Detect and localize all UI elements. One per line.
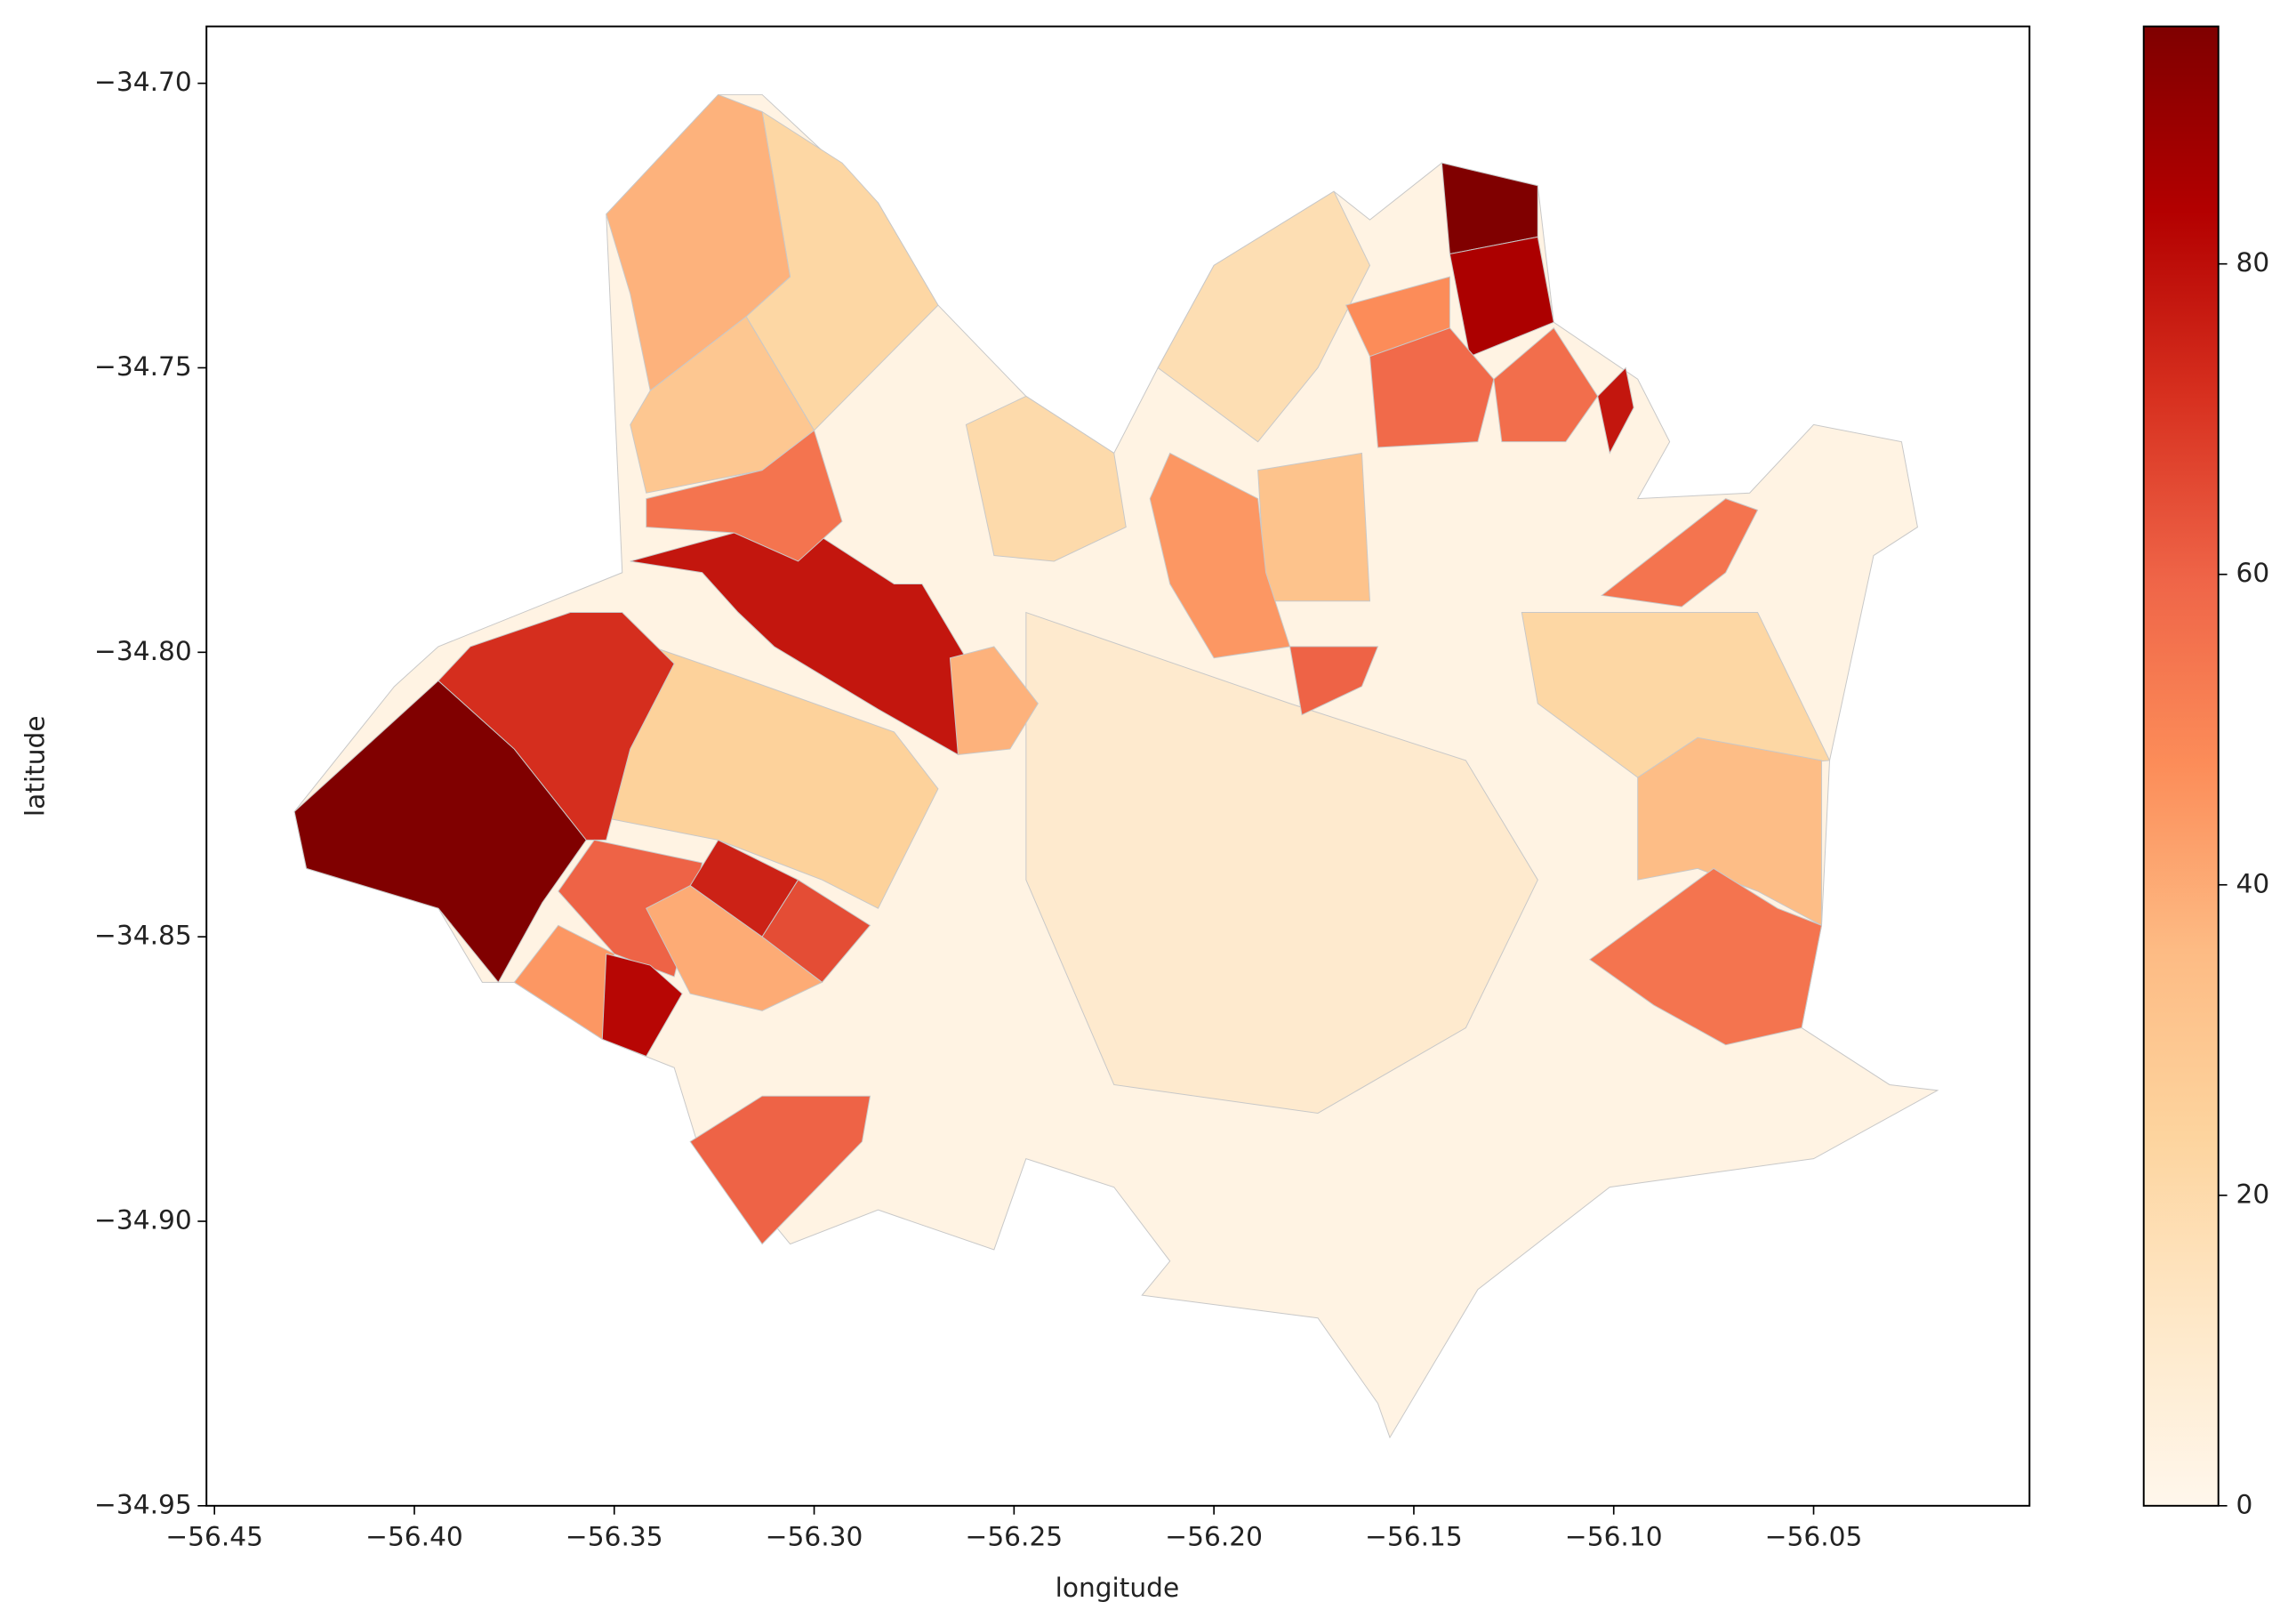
y-tick-label: −34.75: [94, 350, 192, 382]
region: [646, 430, 843, 562]
region: [1601, 498, 1759, 608]
region: [601, 629, 939, 909]
region: [1288, 646, 1379, 716]
y-axis-label: latitude: [20, 715, 51, 817]
region: [513, 924, 615, 1041]
region: [1257, 452, 1371, 602]
y-tick-label: −34.95: [94, 1488, 192, 1519]
x-tick-label: −56.45: [165, 1521, 263, 1552]
y-tick-label: −34.70: [94, 66, 192, 97]
region: [1369, 327, 1495, 448]
region: [438, 612, 675, 841]
x-tick-label: −56.40: [365, 1521, 463, 1552]
map-layer: [293, 93, 1939, 1439]
region: [1493, 326, 1599, 443]
y-tick-label: −34.90: [94, 1203, 192, 1235]
region: [1449, 236, 1554, 358]
y-tick-label: −34.80: [94, 635, 192, 666]
x-axis-label: longitude: [1056, 1572, 1180, 1603]
region: [1597, 366, 1634, 455]
colorbar-tick-label: 60: [2236, 557, 2269, 588]
colorbar: [2142, 25, 2220, 1507]
region: [606, 93, 791, 391]
colorbar-tick-label: 40: [2236, 867, 2269, 898]
colorbar-tick-label: 80: [2236, 246, 2269, 278]
colorbar-tick-label: 20: [2236, 1178, 2269, 1209]
x-tick-label: −56.15: [1365, 1521, 1463, 1552]
x-tick-label: −56.20: [1165, 1521, 1263, 1552]
y-tick-label: −34.85: [94, 920, 192, 951]
colorbar-tick-label: 0: [2236, 1488, 2252, 1519]
region: [1637, 737, 1823, 927]
x-tick-label: −56.05: [1765, 1521, 1863, 1552]
region: [601, 953, 683, 1058]
region: [689, 1095, 871, 1245]
region: [1025, 611, 1538, 1114]
region: [965, 395, 1127, 562]
region: [761, 879, 871, 984]
region: [1588, 867, 1823, 1046]
x-tick-label: −56.25: [966, 1521, 1064, 1552]
x-tick-label: −56.30: [766, 1521, 863, 1552]
region: [949, 646, 1039, 756]
plot-frame: [205, 25, 2031, 1507]
region: [1149, 452, 1291, 659]
region: [1157, 190, 1371, 443]
x-tick-label: −56.35: [566, 1521, 663, 1552]
x-tick-label: −56.10: [1565, 1521, 1663, 1552]
